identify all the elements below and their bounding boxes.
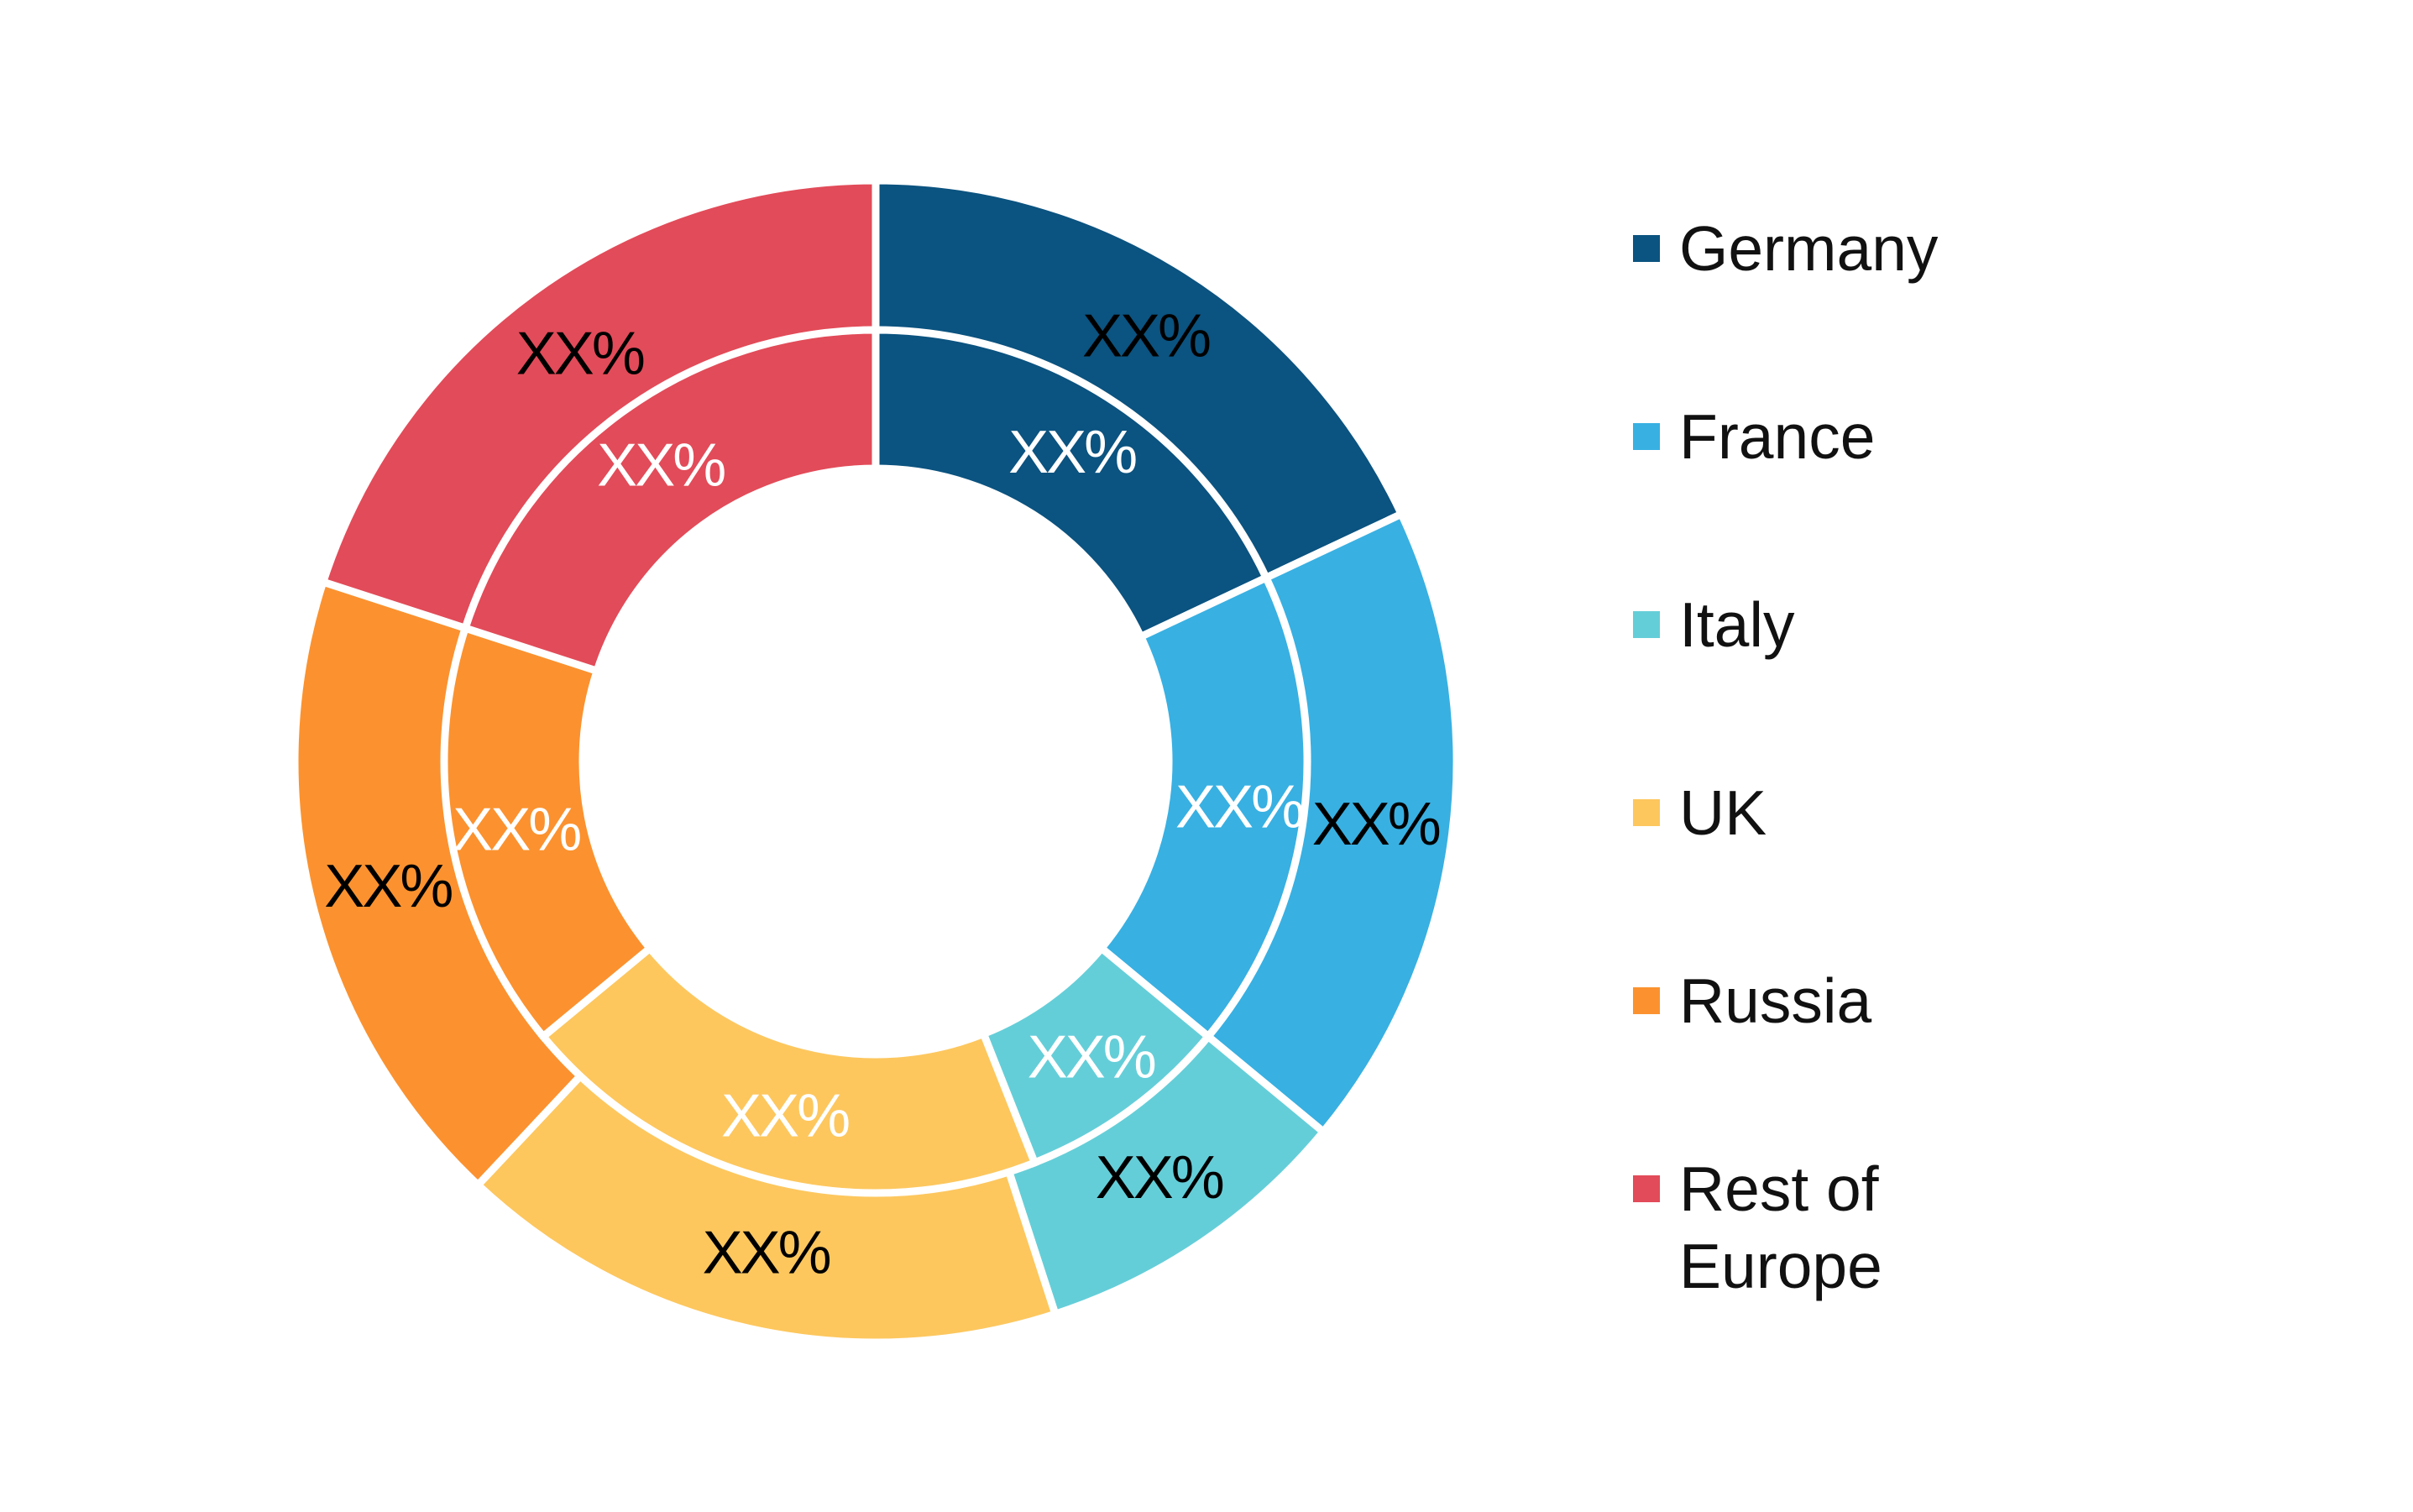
- inner-ring: [440, 326, 1311, 1197]
- legend-swatch-rest-of-europe: [1633, 1175, 1660, 1202]
- legend-item-italy[interactable]: Italy: [1633, 578, 2221, 766]
- slice-labels: XX%XX%XX%XX%XX%XX%XX%XX%XX%XX%XX%XX%: [324, 302, 1442, 1287]
- legend-swatch-italy: [1633, 611, 1660, 638]
- legend-swatch-russia: [1633, 987, 1660, 1014]
- inner-label-uk: XX%: [721, 1082, 849, 1149]
- inner-label-germany: XX%: [1008, 419, 1136, 486]
- inner-slice-germany[interactable]: [872, 326, 1272, 642]
- inner-slice-rest-of-europe[interactable]: [460, 326, 880, 676]
- chart-legend: Germany France Italy UK Russia Rest of E…: [1633, 201, 2221, 1330]
- legend-item-russia[interactable]: Russia: [1633, 954, 2221, 1142]
- outer-label-germany: XX%: [1082, 302, 1210, 369]
- outer-label-uk: XX%: [703, 1220, 830, 1287]
- legend-label-germany: Germany: [1679, 213, 1939, 284]
- inner-label-rest-of-europe: XX%: [597, 432, 725, 499]
- inner-label-italy: XX%: [1028, 1024, 1155, 1091]
- legend-item-uk[interactable]: UK: [1633, 766, 2221, 954]
- inner-slice-russia[interactable]: [440, 623, 656, 1042]
- legend-label-russia: Russia: [1679, 965, 1872, 1036]
- legend-label-rest-of-europe: Rest of Europe: [1679, 1154, 1882, 1301]
- outer-label-france: XX%: [1312, 791, 1440, 858]
- inner-slice-uk[interactable]: [537, 943, 1040, 1197]
- legend-label-france: France: [1679, 401, 1876, 472]
- legend-label-italy: Italy: [1679, 589, 1795, 660]
- inner-label-russia: XX%: [453, 797, 580, 864]
- outer-label-russia: XX%: [324, 853, 452, 920]
- inner-label-france: XX%: [1175, 774, 1303, 841]
- inner-slice-france[interactable]: [1096, 573, 1311, 1042]
- outer-label-italy: XX%: [1096, 1144, 1223, 1211]
- legend-item-france[interactable]: France: [1633, 390, 2221, 578]
- legend-swatch-france: [1633, 423, 1660, 450]
- legend-swatch-germany: [1633, 235, 1660, 262]
- legend-item-rest-of-europe[interactable]: Rest of Europe: [1633, 1142, 2221, 1330]
- legend-label-uk: UK: [1679, 777, 1767, 848]
- legend-item-germany[interactable]: Germany: [1633, 201, 2221, 390]
- legend-swatch-uk: [1633, 799, 1660, 826]
- outer-ring: [291, 176, 1461, 1347]
- outer-label-rest-of-europe: XX%: [516, 321, 644, 388]
